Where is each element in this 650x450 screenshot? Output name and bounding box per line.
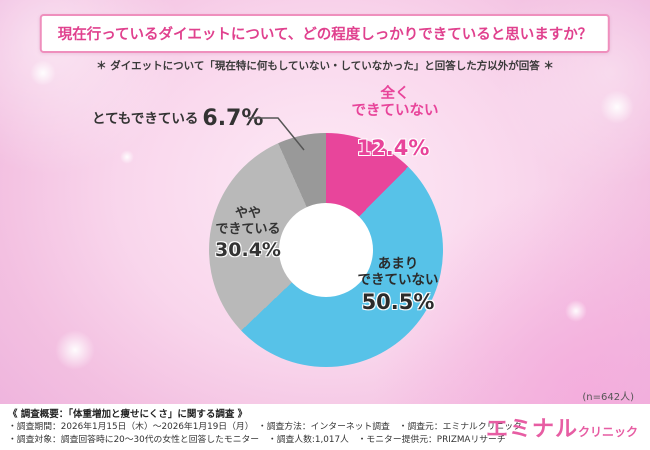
donut-chart xyxy=(209,133,443,367)
label-mattaku-value: 12.4% xyxy=(356,136,430,160)
label-mattaku-line2: できていない xyxy=(351,103,439,120)
label-mattaku-dekiteinai: 全く できていない xyxy=(330,86,460,121)
survey-detail-line-1: ・調査期間：2026年1月15日（木）～2026年1月19日（月） ・調査方法：… xyxy=(8,422,522,433)
label-totemo-name: とてもできている xyxy=(92,111,199,127)
donut-hole xyxy=(279,203,373,297)
label-totemo-dekiteiru: とてもできている 6.7% xyxy=(92,106,263,132)
eminal-clinic-logo: エミナルクリニック xyxy=(486,411,638,443)
sparkle-decoration xyxy=(120,150,134,164)
survey-footer: 《 調査概要：「体重増加と痩せにくさ」に関する調査 》 ・調査期間：2026年1… xyxy=(0,404,650,450)
survey-detail-line-2: ・調査対象：調査回答時に20～30代の女性と回答したモニター ・調査人数:1,0… xyxy=(8,435,506,446)
logo-main-text: エミナル xyxy=(485,417,578,442)
logo-sub-text: クリニック xyxy=(577,425,638,439)
page-title: 現在行っているダイエットについて、どの程度しっかりできていると思いますか？ xyxy=(39,14,611,53)
label-yaya-value: 30.4% xyxy=(215,239,281,262)
label-yaya-line2: できている xyxy=(215,221,281,237)
leader-line xyxy=(248,117,305,151)
label-amari-line1: あまり xyxy=(377,256,419,272)
sparkle-decoration xyxy=(565,300,587,322)
label-mattaku-line1: 全く xyxy=(380,86,410,102)
survey-filter-note: ＊ ダイエットについて「現在特に何もしていない・していなかった」と回答した方以外… xyxy=(96,60,554,72)
survey-summary: 《 調査概要：「体重増加と痩せにくさ」に関する調査 》 xyxy=(8,409,248,420)
sample-size-note: (n=642人) xyxy=(582,392,634,403)
label-amari-dekiteinai: あまり できていない 50.5% xyxy=(342,256,454,316)
label-yaya-dekiteiru: やや できている 30.4% xyxy=(200,206,296,262)
label-amari-line2: できていない xyxy=(357,272,439,289)
sparkle-decoration xyxy=(600,90,634,124)
label-amari-value: 50.5% xyxy=(361,290,435,315)
sparkle-decoration xyxy=(55,330,95,370)
label-yaya-line1: やや xyxy=(234,206,261,221)
